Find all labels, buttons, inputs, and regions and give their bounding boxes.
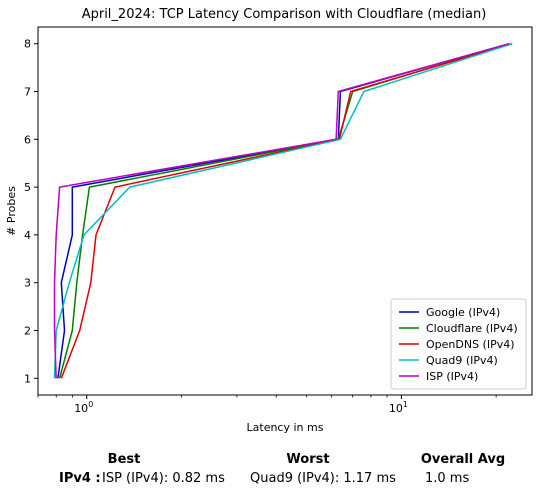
y-axis-label: # Probes bbox=[5, 186, 18, 236]
x-tick-label: 101 bbox=[389, 400, 408, 415]
x-axis: 100 101 bbox=[37, 395, 497, 415]
y-tick-label: 6 bbox=[24, 133, 31, 146]
legend: Google (IPv4) Cloudflare (IPv4) OpenDNS (I… bbox=[390, 298, 527, 390]
series-line-5 bbox=[53, 42, 510, 379]
x-axis-label: Latency in ms bbox=[247, 421, 324, 434]
series-lines bbox=[53, 42, 513, 379]
y-tick-label: 8 bbox=[24, 38, 31, 51]
y-tick-label: 5 bbox=[24, 181, 31, 194]
series-line-3 bbox=[60, 42, 513, 379]
legend-label: Quad9 (IPv4) bbox=[426, 354, 498, 367]
y-tick-label: 3 bbox=[24, 277, 31, 290]
legend-label: Google (IPv4) bbox=[426, 306, 500, 319]
y-axis: 1 2 3 4 5 6 7 8 bbox=[24, 38, 38, 385]
chart-title: April_2024: TCP Latency Comparison with … bbox=[82, 7, 487, 22]
y-tick-label: 7 bbox=[24, 86, 31, 99]
y-tick-label: 4 bbox=[24, 229, 31, 242]
y-tick-label: 1 bbox=[24, 372, 31, 385]
series-line-1 bbox=[57, 42, 510, 379]
series-line-4 bbox=[53, 42, 513, 379]
x-tick-label: 100 bbox=[74, 400, 93, 415]
legend-box bbox=[390, 298, 527, 390]
legend-label: ISP (IPv4) bbox=[426, 370, 478, 383]
y-tick-label: 2 bbox=[24, 324, 31, 337]
plot-area bbox=[37, 26, 533, 396]
legend-label: Cloudflare (IPv4) bbox=[426, 322, 518, 335]
legend-label: OpenDNS (IPv4) bbox=[426, 338, 515, 351]
series-line-2 bbox=[58, 42, 510, 379]
